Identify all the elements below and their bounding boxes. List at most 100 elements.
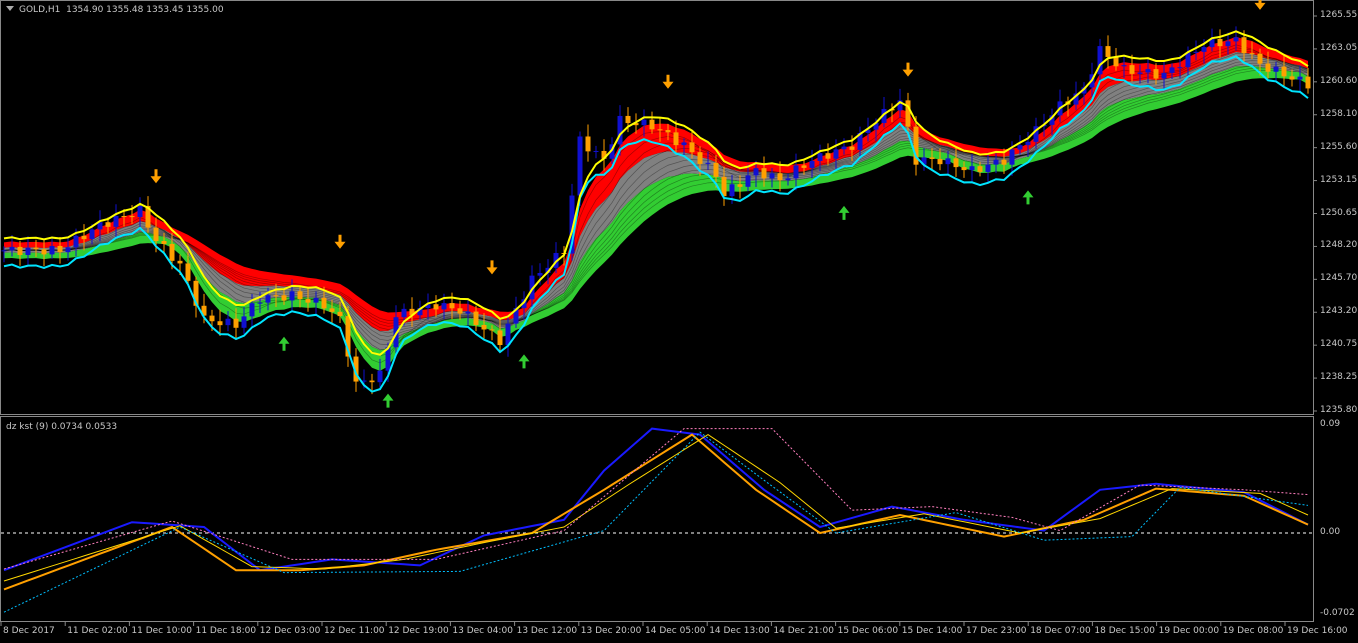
x-tick-label: 14 Dec 13:00 [709,626,770,636]
main-pane-border [0,0,1314,415]
candle-body [577,136,583,196]
candle-body [49,245,55,255]
y-tick-label: 1238.25 [1320,372,1358,383]
candle-body [697,152,703,164]
ribbon-line [3,47,1309,357]
candle-body [1297,76,1303,80]
candle-body [1257,53,1263,64]
candle-body [457,308,463,314]
slow-line [3,30,1309,356]
candle-body [673,132,679,146]
candle-body [1009,149,1015,165]
candle-body [9,246,15,251]
candle-body [73,235,79,248]
candle-body [481,324,487,330]
candle-body [473,311,479,325]
candle-body [249,303,255,317]
x-tick-label: 19 Dec 08:00 [1222,626,1284,636]
x-tick-label: 12 Dec 03:00 [259,626,321,636]
y-tick-label: 1235.80 [1320,405,1358,415]
candle-body [129,216,135,218]
sell-arrow-icon [902,62,914,77]
candle-body [865,129,871,134]
candle-body [1201,47,1207,52]
collapse-triangle-icon[interactable] [6,6,14,11]
candle-body [1241,37,1247,54]
candle-body [1281,66,1287,77]
fast-line [3,55,1309,393]
candle-body [1217,38,1223,47]
sell-arrow-icon [662,74,674,89]
candle-body [745,175,751,187]
candle-body [1177,67,1183,69]
candle-body [417,308,423,316]
candle-body [513,308,519,324]
candle-body [497,330,503,346]
candle-body [241,316,247,328]
x-tick-label: 18 Dec 15:00 [1094,626,1155,636]
candle-body [769,173,775,179]
buy-arrow-icon [1022,190,1034,205]
candle-body [969,166,975,171]
candle-body [593,150,599,152]
candle-body [1049,115,1055,125]
candle-body [1,250,7,252]
sell-arrow-icon [486,260,498,275]
candle-body [761,168,767,179]
candle-body [313,297,319,303]
candle-body [433,304,439,310]
y-tick-label: 1245.70 [1320,273,1358,284]
ribbon-line [3,62,1309,330]
y-tick-label: 1258.10 [1320,108,1358,119]
candle-body [1097,46,1103,75]
candle-body [849,146,855,150]
candle-body [385,347,391,371]
candle-body [329,308,335,312]
candle-body [857,133,863,150]
buy-arrow-icon [278,336,290,351]
candle-body [1113,56,1119,67]
candle-body [177,260,183,264]
candle-body [1209,38,1215,48]
candle-body [369,380,375,383]
candle-body [1305,76,1311,89]
candle-body [273,295,279,297]
candle-body [257,302,263,304]
y-tick-label: 1253.15 [1320,174,1358,185]
candle-body [121,215,127,217]
candle-body [465,311,471,314]
candle-body [185,263,191,281]
candle-body [601,150,607,159]
candle-body [705,162,711,164]
y-tick-label: 1243.20 [1320,306,1358,317]
indicator-pane-border [0,416,1314,622]
candle-body [937,158,943,165]
candle-body [1017,145,1023,150]
candle-body [305,299,311,303]
indicator-label: dz kst (9) 0.0734 0.0533 [6,422,118,432]
candle-body [689,142,695,153]
candle-body [1265,63,1271,72]
candle-body [985,164,991,172]
ribbon-line [3,53,1309,345]
candle-body [289,291,295,301]
candle-body [801,165,807,168]
ribbon-line [3,65,1309,327]
candle-body [569,195,575,254]
candle-body [1233,37,1239,42]
ribbon-line [3,50,1309,350]
candle-body [1289,76,1295,80]
x-tick-label: 14 Dec 21:00 [773,626,834,636]
candle-body [585,136,591,152]
candle-body [793,165,799,179]
candle-body [649,119,655,130]
x-tick-label: 19 Dec 00:00 [1158,626,1220,636]
candle-body [161,241,167,244]
candle-body [97,222,103,230]
candle-body [137,205,143,218]
sell-arrow-icon [1254,0,1266,10]
x-tick-label: 12 Dec 11:00 [324,626,385,636]
y-tick-label: 1255.60 [1320,141,1358,152]
candle-body [489,329,495,331]
